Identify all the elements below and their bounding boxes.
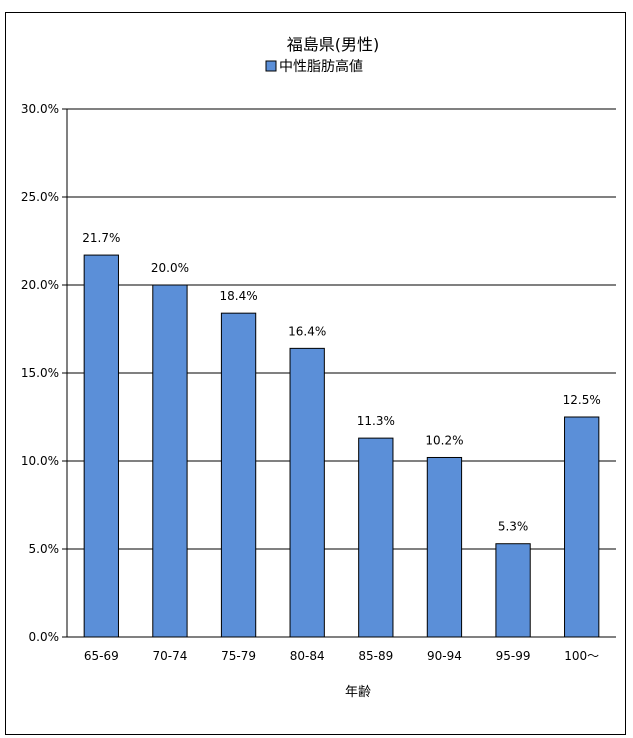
bar-chart: 福島県(男性) 中性脂肪高値 0.0% 5.0% 10.0% 15.0% 20.0% 25… bbox=[21, 35, 616, 700]
y-tick-label: 20.0% bbox=[21, 278, 59, 292]
bar bbox=[83, 254, 119, 638]
chart-title: 福島県(男性) bbox=[287, 35, 380, 54]
gridlines bbox=[67, 108, 616, 638]
y-tick-label: 10.0% bbox=[21, 454, 59, 468]
cropped-header-strip bbox=[0, 0, 633, 10]
legend: 中性脂肪高値 bbox=[265, 58, 363, 75]
x-tick-label: 100～ bbox=[564, 649, 599, 663]
bar-value-label: 20.0% bbox=[151, 261, 189, 275]
x-tick-label: 85-89 bbox=[358, 649, 393, 663]
bar-value-label: 16.4% bbox=[288, 324, 326, 338]
y-tick-label: 15.0% bbox=[21, 366, 59, 380]
bar bbox=[289, 347, 325, 638]
bar-value-label: 5.3% bbox=[498, 520, 529, 534]
bar bbox=[426, 456, 463, 638]
bar-value-label: 11.3% bbox=[357, 414, 395, 428]
y-axis: 0.0% 5.0% 10.0% 15.0% 20.0% 25.0% 30.0% bbox=[21, 102, 68, 644]
x-tick-label: 65-69 bbox=[84, 649, 119, 663]
legend-label: 中性脂肪高値 bbox=[279, 58, 363, 75]
bar bbox=[152, 284, 188, 638]
bar-value-label: 21.7% bbox=[82, 231, 120, 245]
y-tick-label: 5.0% bbox=[29, 542, 60, 556]
chart-frame: 福島県(男性) 中性脂肪高値 0.0% 5.0% 10.0% 15.0% 20.0% 25… bbox=[5, 12, 626, 735]
x-axis-title: 年齢 bbox=[345, 685, 371, 700]
bar bbox=[495, 543, 531, 638]
bar-value-label: 18.4% bbox=[220, 289, 258, 303]
y-tick-label: 30.0% bbox=[21, 102, 59, 116]
y-tick-label: 0.0% bbox=[29, 630, 60, 644]
x-tick-label: 80-84 bbox=[290, 649, 325, 663]
x-tick-label: 90-94 bbox=[427, 649, 462, 663]
bar-value-label: 12.5% bbox=[563, 393, 601, 407]
y-tick-label: 25.0% bbox=[21, 190, 59, 204]
x-tick-label: 75-79 bbox=[221, 649, 256, 663]
bar bbox=[358, 437, 394, 638]
legend-swatch bbox=[265, 60, 277, 72]
bar bbox=[220, 312, 257, 638]
x-tick-label: 70-74 bbox=[153, 649, 188, 663]
bar bbox=[564, 416, 600, 638]
bars bbox=[83, 254, 600, 638]
bar-value-label: 10.2% bbox=[425, 433, 463, 447]
x-tick-label: 95-99 bbox=[496, 649, 531, 663]
x-axis: 65-69 70-74 75-79 80-84 85-89 90-94 95-99 100～ bbox=[67, 636, 616, 663]
bar-value-labels: 21.7% 20.0% 18.4% 16.4% 11.3% 10.2% 5.3% 12.5% bbox=[82, 231, 601, 534]
